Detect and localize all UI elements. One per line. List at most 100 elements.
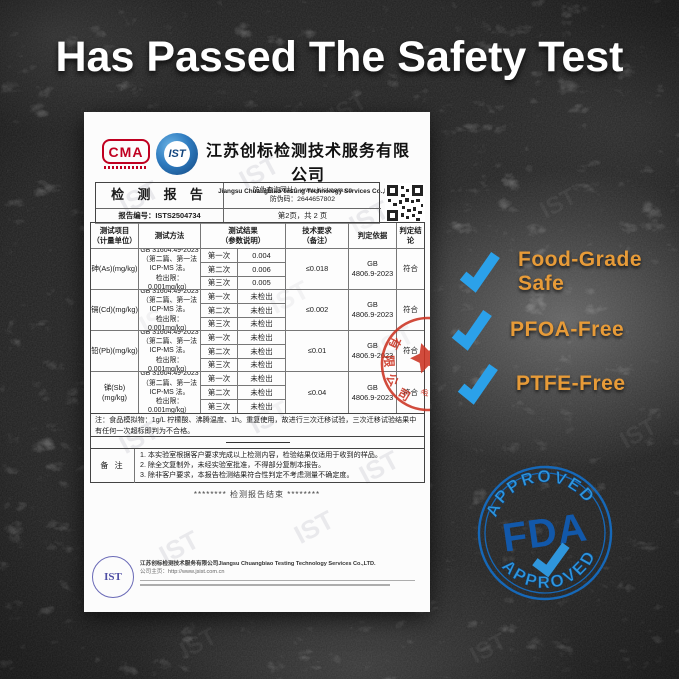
test-item: 铅(Pb)(mg/kg) bbox=[91, 331, 139, 372]
header-result-line1: 测试结果 bbox=[228, 225, 258, 235]
seal-arc-text: 有限公司 bbox=[373, 331, 425, 414]
trial-value: 未检出 bbox=[238, 318, 286, 331]
divider-line bbox=[225, 442, 290, 443]
column-header-method: 测试方法 bbox=[139, 223, 201, 249]
trial-seq: 第一次 bbox=[201, 331, 238, 345]
trial-value: 未检出 bbox=[238, 372, 286, 386]
check-icon bbox=[451, 309, 492, 351]
trial-seq: 第三次 bbox=[201, 318, 238, 331]
qr-code bbox=[385, 183, 425, 223]
header-req-line1: 技术要求 bbox=[302, 225, 332, 235]
method-line: （第二篇、第一法 bbox=[141, 338, 198, 346]
report-title: 检 测 报 告 bbox=[111, 187, 208, 203]
column-header-result: 测试结果 （参数说明） bbox=[201, 223, 286, 249]
test-item-label: 锑(Sb) (mg/kg) bbox=[101, 382, 128, 402]
judgment-basis: GB 4806.9-2023 bbox=[349, 249, 397, 290]
test-method: GB 31604.49-2023 （第二篇、第一法 ICP-MS 法。 检出限：… bbox=[139, 331, 201, 372]
svg-text:有限公司: 有限公司 bbox=[373, 331, 425, 414]
tech-requirement: ≤0.018 bbox=[286, 249, 349, 290]
test-item: 镉(Cd)(mg/kg) bbox=[91, 290, 139, 331]
table-header-row: 测试项目 （计量单位） 测试方法 测试结果 （参数说明） 技术要求 （备注） 判… bbox=[91, 223, 424, 249]
test-item-label: 镉(Cd)(mg/kg) bbox=[91, 305, 138, 315]
trial-value: 未检出 bbox=[238, 359, 286, 372]
fda-center-text: FDA bbox=[500, 505, 591, 560]
trial-seq: 第三次 bbox=[201, 359, 238, 372]
anti-fake-code: 防伪码：2644657802 bbox=[270, 195, 335, 203]
trial-seq: 第一次 bbox=[201, 290, 238, 304]
header-item-line1: 测试项目 bbox=[99, 225, 130, 235]
test-item-label: 铅(Pb)(mg/kg) bbox=[91, 346, 138, 356]
test-method: GB 31604.49-2023 （第二篇、第一法 ICP-MS 法。 检出限：… bbox=[139, 372, 201, 413]
trial-value: 未检出 bbox=[238, 386, 286, 400]
test-item-label: 砷(As)(mg/kg) bbox=[91, 264, 138, 274]
column-header-conclusion: 判定结论 bbox=[397, 223, 424, 249]
remarks-section: 备 注 1. 本实验室根据客户要求完成以上检测内容，检验结果仅适用于收到的样品。… bbox=[90, 449, 425, 483]
remarks-items: 1. 本实验室根据客户要求完成以上检测内容，检验结果仅适用于收到的样品。 2. … bbox=[135, 449, 424, 483]
report-number: 报告编号：ISTS2504734 bbox=[118, 211, 201, 221]
trial-value: 0.004 bbox=[238, 249, 286, 263]
ist-logo-text: IST bbox=[164, 141, 190, 167]
header-req-line2: （备注） bbox=[302, 235, 332, 245]
company-seal-stamp: 有限公司 专用章 bbox=[373, 316, 430, 415]
method-line: 检出限：0.001mg/kg） bbox=[148, 274, 191, 290]
company-name-cn: 江苏创标检测技术服务有限公司 bbox=[205, 143, 410, 184]
divider-row bbox=[90, 437, 425, 449]
header-item-line2: （计量单位） bbox=[92, 235, 137, 245]
trial-value: 未检出 bbox=[238, 290, 286, 304]
report-header-table: 检 测 报 告 防伪查询网址：www.jsist.com.cn 防伪码：2644… bbox=[95, 182, 381, 224]
anti-fake-url: 防伪查询网址：www.jsist.com.cn bbox=[252, 186, 353, 194]
footer-fineprint-line bbox=[140, 579, 416, 582]
tech-requirement: ≤0.002 bbox=[286, 290, 349, 331]
trial-seq: 第二次 bbox=[201, 263, 238, 277]
trial-seq: 第一次 bbox=[201, 249, 238, 263]
header-conclusion: 判定结论 bbox=[399, 225, 422, 245]
remark-line: 1. 本实验室根据客户要求完成以上检测内容，检验结果仅适用于收到的样品。 bbox=[140, 451, 382, 459]
method-line: ICP-MS 法。 bbox=[149, 388, 190, 396]
column-header-requirement: 技术要求 （备注） bbox=[286, 223, 349, 249]
watermark-text: IST bbox=[289, 504, 339, 550]
check-item-pfoa: PFOA-Free bbox=[450, 308, 624, 352]
page-info: 第2页，共 2 页 bbox=[277, 211, 328, 221]
basis-line: GB bbox=[367, 259, 378, 269]
fda-approved-badge: APPROVED FDA APPROVED bbox=[477, 462, 613, 601]
page-title: Has Passed The Safety Test bbox=[55, 33, 624, 81]
seal-inner-text: 专用章 bbox=[419, 379, 430, 400]
trial-seq: 第二次 bbox=[201, 386, 238, 400]
method-line: ICP-MS 法。 bbox=[149, 265, 190, 273]
trial-seq: 第一次 bbox=[201, 372, 238, 386]
check-icon bbox=[457, 363, 498, 405]
column-header-item: 测试项目 （计量单位） bbox=[91, 223, 139, 249]
method-line: 检出限：0.001mg/kg） bbox=[148, 315, 191, 331]
remarks-label: 备 注 bbox=[91, 449, 135, 483]
tech-requirement: ≤0.01 bbox=[286, 331, 349, 372]
cma-logo: CMA bbox=[98, 139, 154, 169]
method-line: （第二篇、第一法 bbox=[141, 297, 198, 305]
remark-line: 3. 除非客户要求，本报告检测结果符合性判定不考虑测量不确定度。 bbox=[140, 470, 354, 479]
check-label-pfoa: PFOA-Free bbox=[510, 318, 625, 341]
trial-seq: 第三次 bbox=[201, 277, 238, 290]
ist-logo: IST bbox=[156, 133, 198, 175]
remark-line: 2. 除全文复制外，未经实验室批准，不得部分复制本报告。 bbox=[140, 460, 326, 469]
table-row: 砷(As)(mg/kg) GB 31604.49-2023 （第二篇、第一法 I… bbox=[91, 249, 424, 290]
test-item: 锑(Sb) (mg/kg) bbox=[91, 372, 139, 413]
trial-seq: 第二次 bbox=[201, 304, 238, 318]
cma-license-number bbox=[104, 166, 148, 169]
trial-value: 0.006 bbox=[238, 263, 286, 277]
method-line: 检出限：0.001mg/kg） bbox=[148, 398, 191, 413]
report-end-line: ******** 检测报告结束 ******** bbox=[193, 490, 321, 499]
header-basis: 判定依据 bbox=[357, 230, 388, 240]
trial-value: 未检出 bbox=[238, 345, 286, 359]
method-line: ICP-MS 法。 bbox=[149, 306, 190, 314]
judgment-conclusion: 符合 bbox=[397, 249, 424, 290]
tech-requirement: ≤0.04 bbox=[286, 372, 349, 413]
check-item-food-grade: Food-Grade Safe bbox=[458, 248, 679, 296]
method-line: （第二篇、第一法 bbox=[141, 379, 198, 387]
header-result-line2: （参数说明） bbox=[220, 235, 266, 245]
footer-url-line: 公司主页：http://www.jsist.com.cn bbox=[140, 568, 225, 575]
check-label-food-grade: Food-Grade Safe bbox=[518, 248, 642, 295]
footer-fineprint-line bbox=[140, 584, 390, 586]
check-item-ptfe: PTFE-Free bbox=[456, 362, 626, 406]
test-item: 砷(As)(mg/kg) bbox=[91, 249, 139, 290]
check-icon bbox=[459, 251, 500, 293]
trial-seq: 第二次 bbox=[201, 345, 238, 359]
